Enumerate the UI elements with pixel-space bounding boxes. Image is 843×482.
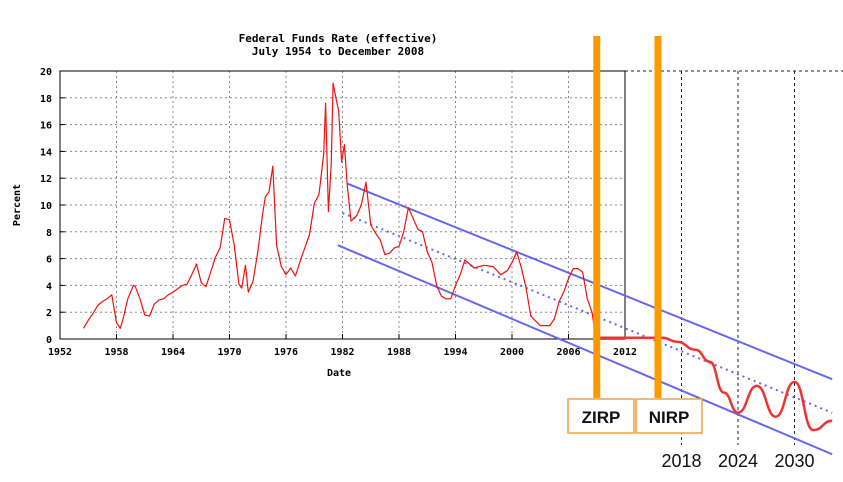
y-tick-label: 6: [46, 255, 52, 266]
marker-box-zirp: [567, 398, 635, 434]
y-tick-label: 2: [46, 308, 52, 319]
y-tick-label: 0: [46, 335, 52, 346]
y-axis-label: Percent: [12, 184, 23, 226]
y-tick-label: 16: [40, 121, 52, 132]
rate-series: [82, 82, 833, 432]
x-tick-label: 1958: [104, 347, 128, 358]
x-axis-label: Date: [327, 368, 351, 379]
x-tick-label: 1952: [48, 347, 72, 358]
extension-tick-label: 2018: [661, 451, 701, 471]
x-tick-label: 1970: [217, 347, 241, 358]
y-tick-label: 18: [40, 94, 52, 105]
x-tick-label: 1994: [443, 347, 467, 358]
extension-tick-labels: 2018 2024 2030: [661, 451, 814, 471]
trend-center-line: [342, 212, 833, 414]
trend-lower-line: [337, 244, 833, 456]
x-tick-label: 2006: [556, 347, 580, 358]
fed-funds-rate-line: [82, 82, 597, 337]
x-tick-label: 1988: [387, 347, 411, 358]
grid: [59, 70, 626, 340]
x-tick-label: 2000: [500, 347, 524, 358]
x-tick-labels: 1952 1958 1964 1970 1976 1982 1988 1994 2000 2006…: [48, 347, 637, 358]
extension-tick-label: 2030: [774, 451, 814, 471]
y-tick-label: 8: [46, 228, 52, 239]
marker-label-zirp: ZIRP: [582, 408, 621, 427]
y-tick-label: 10: [40, 201, 52, 212]
y-tick-label: 12: [40, 174, 52, 185]
policy-markers: ZIRP NIRP: [567, 36, 703, 434]
x-tick-label: 1982: [330, 347, 354, 358]
chart-title: Federal Funds Rate (effective): [239, 32, 438, 45]
projection-line: [596, 336, 833, 432]
trend-upper-line: [346, 182, 833, 381]
x-tick-label: 2012: [613, 347, 637, 358]
extension-tick-label: 2024: [718, 451, 758, 471]
x-tick-label: 1964: [161, 347, 185, 358]
trend-channel: [337, 182, 833, 456]
y-tick-label: 14: [40, 147, 52, 158]
marker-box-nirp: [635, 398, 703, 434]
x-tick-label: 1976: [274, 347, 298, 358]
chart-subtitle: July 1954 to December 2008: [252, 45, 424, 58]
y-tick-label: 20: [40, 67, 52, 78]
y-tick-label: 4: [46, 281, 52, 292]
y-tick-labels: 0 2 4 6 8 10 12 14 16 18 20: [40, 67, 52, 346]
marker-label-nirp: NIRP: [649, 408, 690, 427]
plot-frame: [59, 70, 626, 340]
